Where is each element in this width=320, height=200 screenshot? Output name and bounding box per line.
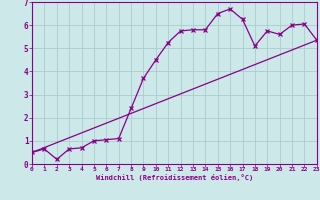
X-axis label: Windchill (Refroidissement éolien,°C): Windchill (Refroidissement éolien,°C) bbox=[96, 174, 253, 181]
